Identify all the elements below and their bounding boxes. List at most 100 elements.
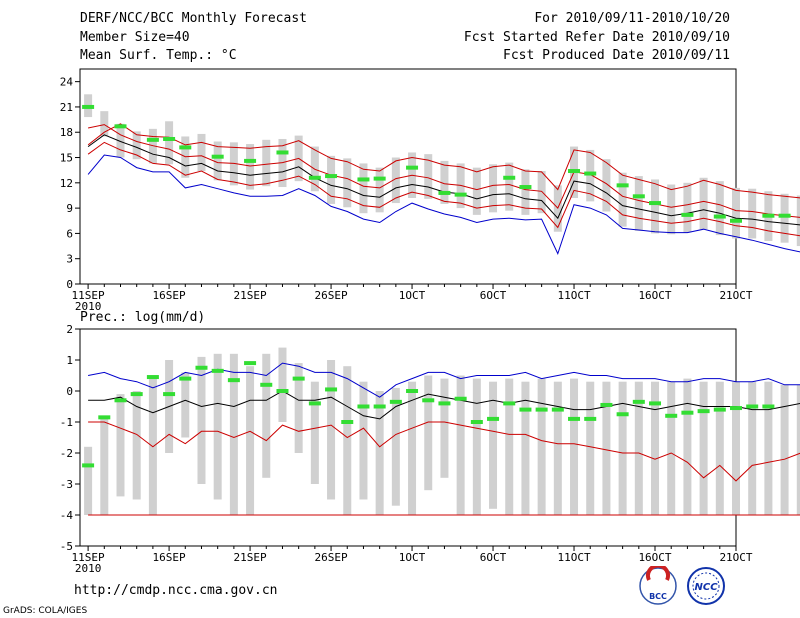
prec-range-box xyxy=(294,363,303,453)
prec-obs-marker xyxy=(697,409,710,414)
model-title: DERF/NCC/BCC Monthly Forecast xyxy=(80,11,307,26)
prec-ytick-label: 2 xyxy=(66,323,73,336)
temp-obs-marker xyxy=(681,212,694,217)
prec-min-line xyxy=(88,421,800,482)
prec-xtick-label: 11SEP xyxy=(72,551,105,564)
temp-range-box xyxy=(586,149,595,202)
prec-ytick-label: -2 xyxy=(60,447,73,460)
prec-range-box xyxy=(213,353,222,500)
temp-ytick-label: 6 xyxy=(66,227,73,240)
temp-ytick-label: 0 xyxy=(66,278,73,291)
prec-obs-marker xyxy=(325,387,338,392)
prec-obs-marker xyxy=(584,416,597,421)
prec-xtick-label: 21OCT xyxy=(719,551,752,564)
temp-obs-marker xyxy=(276,150,289,155)
prec-obs-marker xyxy=(98,415,111,420)
temp-xtick-label: 1OCT xyxy=(399,289,426,302)
temp-range-box xyxy=(489,164,498,213)
prec-xtick-label: 16OCT xyxy=(638,551,671,564)
temp-xtick-label: 21SEP xyxy=(234,289,267,302)
temp-xtick-label: 16OCT xyxy=(638,289,671,302)
prec-range-box xyxy=(715,381,724,515)
temp-range-box xyxy=(246,144,255,190)
temp-range-box xyxy=(100,111,109,137)
prec-xtick-label: 26SEP xyxy=(314,551,347,564)
temp-range-box xyxy=(440,160,449,204)
prec-obs-marker xyxy=(487,416,500,421)
temp-range-box xyxy=(651,179,660,234)
prec-obs-marker xyxy=(649,401,662,406)
prec-range-box xyxy=(229,353,238,515)
temp-range-box xyxy=(537,171,546,214)
temp-xtick-label: 11OCT xyxy=(557,289,590,302)
temp-obs-marker xyxy=(163,136,176,141)
temp-xtick-label: 16SEP xyxy=(153,289,186,302)
prec-obs-marker xyxy=(616,412,629,417)
grads-credit: GrADS: COLA/IGES xyxy=(3,606,88,616)
temp-range-box xyxy=(796,195,800,247)
prec-obs-marker xyxy=(82,463,95,468)
ncc-logo: NCC xyxy=(687,567,725,605)
prec-range-box xyxy=(84,446,93,515)
produced-date: Fcst Produced Date 2010/09/11 xyxy=(503,48,730,63)
temp-obs-marker xyxy=(649,201,662,206)
temp-obs-marker xyxy=(146,137,159,142)
temp-obs-marker xyxy=(438,190,451,195)
prec-range-box xyxy=(310,381,319,484)
prec-range-box xyxy=(553,381,562,515)
prec-xtick-label: 1OCT xyxy=(399,551,426,564)
prec-obs-marker xyxy=(276,389,289,393)
temp-range-box xyxy=(683,182,692,233)
prec-range-box xyxy=(375,391,384,515)
prec-obs-marker xyxy=(632,399,645,404)
temp-ytick-label: 3 xyxy=(66,253,73,266)
prec-obs-marker xyxy=(227,378,240,383)
temp-ytick-label: 12 xyxy=(60,177,73,190)
temp-obs-marker xyxy=(503,175,516,180)
temp-max-line xyxy=(87,154,800,255)
prec-range-box xyxy=(181,372,190,438)
prec-obs-marker xyxy=(130,392,143,397)
prec-obs-marker xyxy=(308,401,321,406)
bcc-logo: BCC xyxy=(639,566,677,605)
prec-obs-marker xyxy=(195,365,208,370)
temp-p90-line xyxy=(87,124,800,218)
member-size: Member Size=40 xyxy=(80,30,190,45)
prec-range-box xyxy=(343,366,352,515)
temp-obs-marker xyxy=(244,158,257,163)
temp-xtick-label: 6OCT xyxy=(480,289,507,302)
prec-obs-marker xyxy=(746,404,759,409)
prec-range-box xyxy=(116,394,125,497)
prec-xtick-label: 16SEP xyxy=(153,551,186,564)
prec-obs-marker xyxy=(470,420,483,424)
prec-ytick-label: -5 xyxy=(60,540,73,553)
temp-range-box xyxy=(375,167,384,213)
temp-obs-marker xyxy=(778,213,791,218)
temp-obs-marker xyxy=(308,175,321,180)
prec-range-box xyxy=(132,391,141,500)
temp-ytick-label: 24 xyxy=(60,76,74,89)
temp-obs-marker xyxy=(519,185,532,190)
prec-obs-marker xyxy=(713,407,726,412)
prec-range-box xyxy=(505,378,514,515)
temp-xtick-label: 26SEP xyxy=(314,289,347,302)
temp-obs-marker xyxy=(406,165,419,170)
prec-range-box xyxy=(472,378,481,515)
prec-range-box xyxy=(651,381,660,515)
website-url[interactable]: http://cmdp.ncc.cma.gov.cn xyxy=(74,583,278,598)
prec-obs-marker xyxy=(730,406,742,411)
temp-range-box xyxy=(715,181,724,236)
prec-range-box xyxy=(732,381,740,515)
prec-range-box xyxy=(262,353,271,478)
prec-obs-marker xyxy=(454,396,467,401)
temp-obs-marker xyxy=(730,218,742,223)
prec-xtick-label: 21SEP xyxy=(234,551,267,564)
temp-range-box xyxy=(424,154,433,199)
prec-range-box xyxy=(100,415,109,515)
prec-obs-marker xyxy=(163,392,176,397)
prec-obs-marker xyxy=(389,399,402,404)
temp-obs-marker xyxy=(82,104,95,109)
prec-ytick-label: -4 xyxy=(60,509,74,522)
